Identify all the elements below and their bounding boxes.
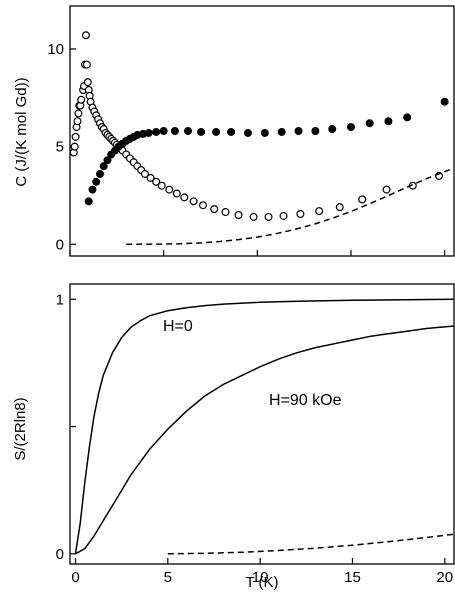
top-open-point xyxy=(83,78,92,87)
top-y-tick-label: 5 xyxy=(56,139,64,156)
top-open-point xyxy=(71,132,80,141)
top-filled-point xyxy=(365,119,374,128)
top-open-point xyxy=(315,207,324,216)
top-filled-point xyxy=(99,162,108,171)
top-open-point xyxy=(74,109,83,118)
top-filled-point xyxy=(277,127,286,136)
bottom-x-tick-label: 15 xyxy=(344,569,361,586)
annotation-h0: H=0 xyxy=(163,318,193,335)
top-data-marks xyxy=(69,31,455,246)
bottom-x-tick-label: 5 xyxy=(164,569,172,586)
top-open-point xyxy=(210,205,219,214)
x-axis-label: T (K) xyxy=(245,574,278,591)
bottom-y-axis-label: S/(2Rln8) xyxy=(12,397,29,460)
bottom-y-tick-label: 0 xyxy=(56,546,64,563)
top-filled-point xyxy=(95,169,104,178)
top-open-point xyxy=(140,169,149,178)
top-open-point xyxy=(189,197,198,206)
top-filled-point xyxy=(103,156,112,165)
top-open-point xyxy=(77,95,86,104)
top-open-point xyxy=(180,193,189,202)
top-plot-frame xyxy=(69,5,455,257)
top-filled-point xyxy=(384,117,393,126)
top-y-tick-label: 0 xyxy=(56,236,64,253)
top-filled-point xyxy=(197,127,206,136)
bottom-y-tick-label: 1 xyxy=(56,291,64,308)
top-open-point xyxy=(152,177,161,186)
top-open-point xyxy=(221,208,230,217)
top-open-point xyxy=(264,212,273,221)
top-filled-point xyxy=(84,197,93,206)
top-filled-point xyxy=(88,185,97,194)
top-open-point xyxy=(146,173,155,182)
bottom-curve-0 xyxy=(74,298,455,554)
entropy-panel: 0 5 10 15 20 0 1 H=0 H=90 kOe S/(2Rln8) T (K) xyxy=(12,283,455,591)
top-y-tick-label: 10 xyxy=(47,41,64,58)
top-filled-point xyxy=(440,97,449,106)
top-y-axis-label: C (J/(K mol Gd)) xyxy=(13,77,30,186)
top-open-point xyxy=(172,189,181,198)
top-open-point xyxy=(165,185,174,194)
top-filled-point xyxy=(170,126,179,135)
bottom-x-tick-label: 10 xyxy=(252,569,269,586)
bottom-curve-1 xyxy=(75,325,455,555)
top-open-point xyxy=(279,211,288,220)
bottom-plot-frame xyxy=(69,283,455,565)
top-open-point xyxy=(234,210,243,219)
top-open-point xyxy=(335,203,344,212)
top-open-point xyxy=(81,31,90,40)
top-dashed-curve xyxy=(126,167,455,246)
top-open-point xyxy=(382,185,391,194)
top-filled-point xyxy=(92,177,101,186)
top-filled-point xyxy=(184,126,193,135)
bottom-x-tick-label: 20 xyxy=(436,569,453,586)
bottom-x-tick-label: 0 xyxy=(71,569,79,586)
top-filled-point xyxy=(227,127,236,136)
top-open-point xyxy=(157,181,166,190)
top-filled-point xyxy=(212,127,221,136)
top-filled-point xyxy=(152,127,161,136)
top-filled-point xyxy=(328,125,337,134)
top-filled-point xyxy=(260,128,269,137)
top-open-point xyxy=(82,60,91,69)
annotation-h90: H=90 kOe xyxy=(269,392,342,409)
bottom-axes: 0 5 10 15 20 0 1 xyxy=(56,291,453,586)
top-filled-point xyxy=(144,128,153,137)
bottom-dashed-curve xyxy=(167,533,455,555)
top-open-point xyxy=(249,212,258,221)
heat-capacity-panel: 0 5 10 C (J/(K mol Gd)) xyxy=(13,5,455,257)
top-filled-point xyxy=(243,128,252,137)
bottom-data-marks xyxy=(74,298,455,555)
top-filled-point xyxy=(159,126,168,135)
top-open-point xyxy=(198,201,207,210)
top-open-point xyxy=(296,210,305,219)
top-open-point xyxy=(73,117,82,126)
top-filled-point xyxy=(311,126,320,135)
top-open-point xyxy=(70,142,79,151)
top-filled-point xyxy=(346,123,355,132)
top-filled-point xyxy=(294,126,303,135)
top-open-point xyxy=(358,195,367,204)
top-axes: 0 5 10 xyxy=(47,41,446,256)
top-filled-point xyxy=(403,113,412,122)
